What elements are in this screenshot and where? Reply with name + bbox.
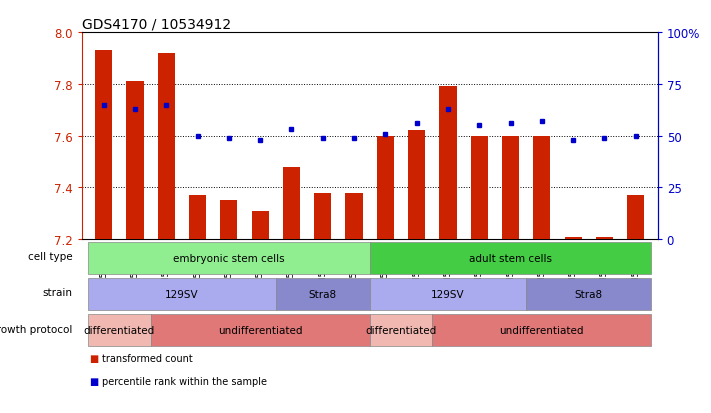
Text: 129SV: 129SV — [431, 290, 465, 299]
Bar — [88, 242, 370, 275]
Bar — [370, 314, 432, 347]
Bar — [408, 131, 425, 240]
Bar — [88, 278, 276, 311]
Bar — [88, 314, 151, 347]
Text: transformed count: transformed count — [102, 354, 193, 363]
Bar — [346, 193, 363, 240]
Bar — [533, 136, 550, 240]
Bar — [596, 237, 613, 240]
Text: strain: strain — [42, 288, 73, 298]
Text: ■: ■ — [89, 354, 98, 363]
Bar — [502, 136, 519, 240]
Bar — [283, 167, 300, 240]
Bar — [370, 278, 526, 311]
Bar — [526, 278, 651, 311]
Bar — [627, 196, 644, 240]
Text: 129SV: 129SV — [165, 290, 199, 299]
Text: GDS4170 / 10534912: GDS4170 / 10534912 — [82, 17, 231, 31]
Text: growth protocol: growth protocol — [0, 324, 73, 334]
Text: adult stem cells: adult stem cells — [469, 254, 552, 263]
Text: differentiated: differentiated — [84, 325, 155, 335]
Bar — [158, 54, 175, 240]
Bar — [252, 211, 269, 240]
Text: percentile rank within the sample: percentile rank within the sample — [102, 376, 267, 386]
Bar — [95, 51, 112, 240]
Bar — [370, 242, 651, 275]
Text: Stra8: Stra8 — [574, 290, 603, 299]
Bar — [439, 87, 456, 240]
Text: undifferentiated: undifferentiated — [218, 325, 302, 335]
Bar — [127, 82, 144, 240]
Text: ■: ■ — [89, 376, 98, 386]
Bar — [220, 201, 237, 240]
Bar — [471, 136, 488, 240]
Bar — [377, 136, 394, 240]
Text: Stra8: Stra8 — [309, 290, 337, 299]
Bar — [565, 237, 582, 240]
Text: undifferentiated: undifferentiated — [500, 325, 584, 335]
Bar — [189, 196, 206, 240]
Bar — [151, 314, 370, 347]
Bar — [314, 193, 331, 240]
Text: differentiated: differentiated — [365, 325, 437, 335]
Bar — [432, 314, 651, 347]
Text: cell type: cell type — [28, 252, 73, 262]
Text: embryonic stem cells: embryonic stem cells — [173, 254, 284, 263]
Bar — [276, 278, 370, 311]
